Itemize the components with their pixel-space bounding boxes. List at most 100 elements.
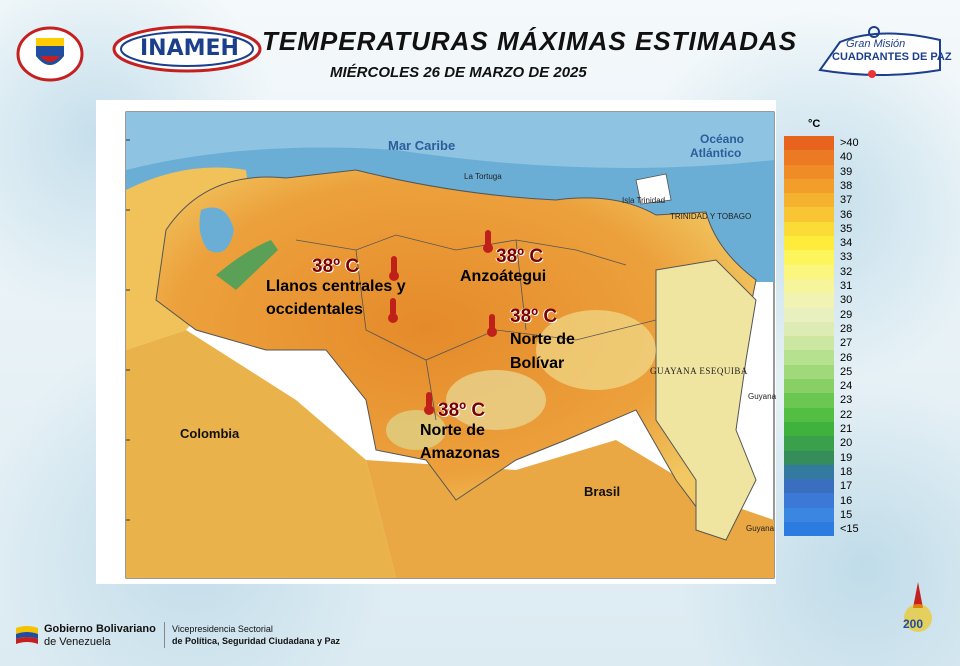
gov-line2: de Venezuela xyxy=(44,636,111,648)
legend-swatch xyxy=(784,164,834,179)
legend-swatch xyxy=(784,193,834,208)
label-guyana-2: Guyana xyxy=(746,524,775,533)
thermometer-icon-anzoategui xyxy=(483,230,493,253)
legend-swatch xyxy=(784,293,834,308)
legend-label: 23 xyxy=(840,394,853,407)
inameh-logo-text: INAMEH xyxy=(140,36,239,61)
temperature-legend xyxy=(784,136,834,537)
legend-swatch xyxy=(784,278,834,294)
legend-label: 26 xyxy=(840,351,853,364)
legend-label: 38 xyxy=(840,179,853,192)
legend-swatch xyxy=(784,507,834,523)
country-label-brasil: Brasil xyxy=(584,484,621,499)
shield-logo-icon xyxy=(16,26,84,82)
legend-label: 19 xyxy=(840,451,853,464)
hotspot-temp-anzoategui: 38º C xyxy=(496,246,544,267)
sea-label-oceano: Océano xyxy=(700,132,745,146)
legend-swatch xyxy=(784,407,834,422)
legend-label: 35 xyxy=(840,222,853,235)
legend-swatch xyxy=(784,493,834,508)
legend-label: 21 xyxy=(840,423,853,435)
lake-maracaibo xyxy=(199,207,234,253)
legend-label: 33 xyxy=(840,251,853,264)
legend-swatch xyxy=(784,421,834,437)
label-trinidad-tobago: TRINIDAD Y TOBAGO xyxy=(670,212,752,221)
sea-label-atlantico: Atlántico xyxy=(690,146,742,160)
legend-swatch xyxy=(784,464,834,480)
legend-swatch xyxy=(784,522,834,537)
vice-line2: de Política, Seguridad Ciudadana y Paz xyxy=(172,636,341,646)
legend-swatch xyxy=(784,321,834,337)
legend-unit: °C xyxy=(808,118,821,130)
legend-swatch xyxy=(784,136,834,151)
legend-swatch xyxy=(784,207,834,222)
legend-swatch xyxy=(784,236,834,251)
legend-label: 30 xyxy=(840,294,853,307)
thermometer-icon-bolivar xyxy=(487,314,497,337)
legend-label: 40 xyxy=(840,151,853,164)
legend-label: 18 xyxy=(840,465,853,478)
hotspot-temp-bolivar: 38º C xyxy=(510,306,558,327)
bicentenario-ayacucho-logo-icon: 200 xyxy=(903,582,932,632)
legend-swatch xyxy=(784,479,834,494)
legend-swatch xyxy=(784,436,834,451)
legend-label: 32 xyxy=(840,265,853,278)
legend-label: 39 xyxy=(840,165,853,178)
gov-line1: Gobierno Bolivariano xyxy=(44,623,156,635)
thermometer-icon-llanos-2 xyxy=(388,298,398,323)
hotspot-region-llanos-line1: Llanos centrales y xyxy=(266,278,406,295)
legend-label: 29 xyxy=(840,308,853,321)
legend-swatch xyxy=(784,379,834,394)
legend-label: 25 xyxy=(840,365,853,378)
label-guayana-esequiba: GUAYANA ESEQUIBA xyxy=(650,366,748,376)
legend-swatch xyxy=(784,264,834,279)
legend-swatch xyxy=(784,350,834,365)
hotspot-region-anzoategui: Anzoátegui xyxy=(460,268,547,285)
legend-label: 31 xyxy=(840,280,853,292)
andes-highland xyxy=(216,240,278,290)
legend-swatch xyxy=(784,150,834,165)
svg-text:200: 200 xyxy=(903,617,923,631)
legend-label: 15 xyxy=(840,508,853,521)
guayana-esequiba-area xyxy=(655,259,757,541)
legend-label: 36 xyxy=(840,208,853,221)
legend-swatch xyxy=(784,307,834,322)
hotspot-region-bolivar-line2: Bolívar xyxy=(510,355,565,372)
legend-label: 24 xyxy=(840,380,853,393)
legend-label: >40 xyxy=(840,137,859,149)
inameh-logo-icon xyxy=(112,25,262,73)
legend-label: 37 xyxy=(840,194,853,207)
colombia-south-area xyxy=(126,330,396,578)
page-title: TEMPERATURAS MÁXIMAS ESTIMADAS xyxy=(262,26,798,56)
label-guyana-1: Guyana xyxy=(748,392,777,401)
hotspot-temp-amazonas: 38º C xyxy=(438,400,486,421)
legend-label: 20 xyxy=(840,437,853,450)
legend-label: 34 xyxy=(840,237,853,250)
hotspot-region-bolivar-line1: Norte de xyxy=(510,331,575,348)
legend-label: 28 xyxy=(840,322,853,335)
gran-mision-line2: CUADRANTES DE PAZ xyxy=(832,51,952,63)
vice-line1: Vicepresidencia Sectorial xyxy=(172,624,273,634)
map-canvas xyxy=(125,111,775,579)
thermometer-icon-llanos xyxy=(389,256,399,281)
legend-swatch xyxy=(784,393,834,408)
trinidad-island xyxy=(635,173,672,205)
hotspot-region-amazonas-line2: Amazonas xyxy=(420,445,501,462)
legend-swatch xyxy=(784,450,834,465)
legend-label: 17 xyxy=(840,480,853,493)
legend-label: <15 xyxy=(840,523,859,536)
legend-swatch xyxy=(784,178,834,194)
legend-swatch xyxy=(784,364,834,380)
hotspot-region-amazonas-line1: Norte de xyxy=(420,422,485,439)
legend-swatch xyxy=(784,250,834,265)
country-label-colombia: Colombia xyxy=(180,426,240,441)
label-isla-trinidad: Isla Trinidad xyxy=(622,196,666,205)
gran-mision-logo-icon xyxy=(818,26,941,78)
legend-label: 27 xyxy=(840,337,853,350)
thermometer-icon-amazonas xyxy=(424,392,434,415)
legend-swatch xyxy=(784,221,834,237)
label-la-tortuga: La Tortuga xyxy=(464,172,502,181)
legend-label: 16 xyxy=(840,494,853,507)
sea-label-caribe: Mar Caribe xyxy=(388,138,456,153)
footer-divider xyxy=(164,622,165,648)
